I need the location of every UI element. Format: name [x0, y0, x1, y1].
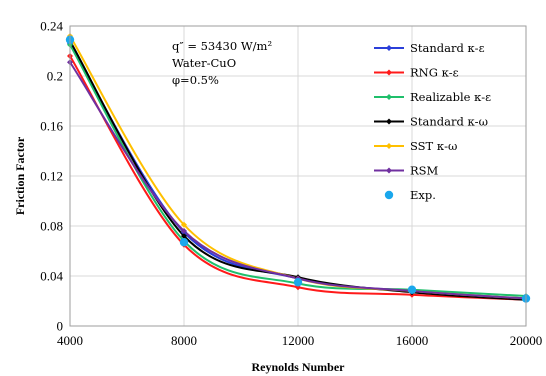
x-tick-label: 16000: [396, 333, 429, 348]
y-tick-label: 0: [57, 319, 64, 334]
y-axis-title: Friction Factor: [13, 136, 27, 215]
data-point-exp: [293, 278, 303, 287]
x-tick-label: 8000: [171, 333, 197, 348]
data-point-exp: [179, 238, 189, 247]
annotation-fluid: Water-CuO: [172, 56, 236, 70]
tick-labels: 0 0.04 0.08 0.12 0.16 0.2 0.24 4000 8000 12000 160…: [40, 19, 542, 349]
legend-label-rng: RNG κ-ε: [410, 66, 459, 80]
annotation-volume-fraction: φ=0.5%: [172, 73, 219, 87]
legend-label-sst: SST κ-ω: [410, 139, 457, 153]
data-point-sst: [181, 221, 187, 228]
legend: Standard κ-ε RNG κ-ε Realizable κ-ε Standar…: [374, 41, 491, 202]
y-tick-label: 0.2: [47, 69, 63, 84]
x-tick-label: 20000: [510, 333, 543, 348]
legend-marker-realizable: [386, 94, 392, 100]
series-markers: [65, 33, 531, 303]
series-line-realizable: [69, 44, 527, 297]
data-point-rsm: [181, 228, 187, 234]
series-line-rng: [69, 55, 527, 301]
y-tick-label: 0.24: [40, 19, 63, 34]
gridlines: [70, 26, 526, 326]
y-tick-label: 0.04: [40, 269, 63, 284]
x-tick-label: 4000: [57, 333, 83, 348]
x-tick-label: 12000: [282, 333, 315, 348]
legend-marker-standard: [386, 118, 392, 125]
legend-marker-exp: [384, 190, 394, 200]
y-tick-label: 0.12: [40, 169, 63, 184]
legend-marker-rng: [386, 69, 392, 76]
legend-label-exp: Exp.: [410, 188, 436, 202]
y-tick-label: 0.08: [40, 219, 63, 234]
annotation-heat-flux: q″ = 53430 W/m²: [172, 39, 272, 53]
x-axis-title: Reynolds Number: [251, 360, 345, 374]
legend-label-standard: Standard κ-ω: [410, 115, 488, 129]
legend-label-standard: Standard κ-ε: [410, 41, 485, 55]
plot-frame: [69, 25, 527, 327]
y-tick-label: 0.16: [40, 119, 63, 134]
data-point-exp: [407, 285, 417, 294]
legend-label-realizable: Realizable κ-ε: [410, 90, 491, 104]
data-point-standard: [181, 233, 187, 239]
legend-marker-standard: [386, 45, 392, 51]
legend-marker-sst: [386, 143, 392, 149]
legend-marker-rsm: [386, 167, 392, 174]
legend-label-rsm: RSM: [410, 164, 439, 178]
series-line-rsm: [69, 61, 527, 300]
series-lines: [69, 35, 527, 301]
